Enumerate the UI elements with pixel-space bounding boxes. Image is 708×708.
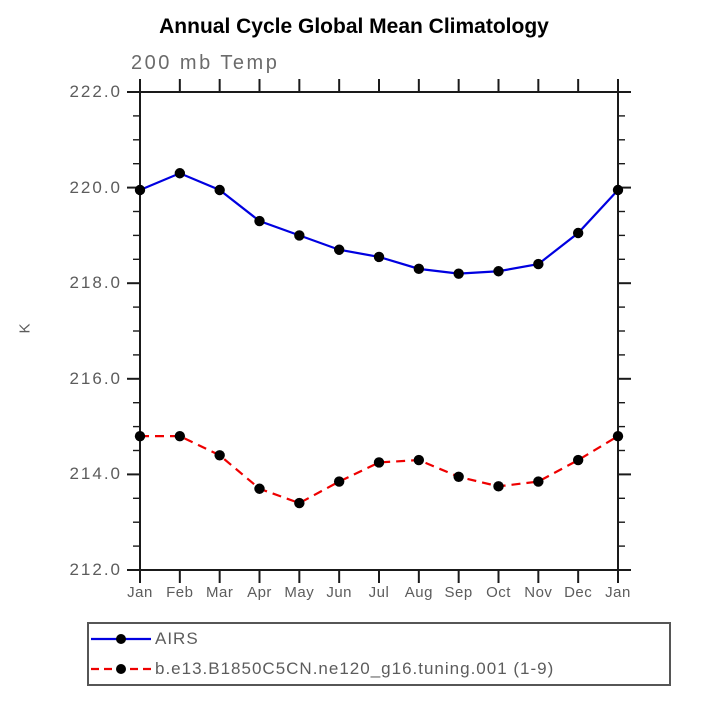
- data-point-airs: [134, 184, 146, 196]
- x-tick-label: Apr: [247, 584, 272, 601]
- y-tick-label: 218.0: [69, 273, 122, 293]
- x-tick-label: May: [284, 584, 315, 601]
- data-point-model: [254, 483, 265, 494]
- data-point-airs: [254, 215, 265, 227]
- y-tick-label: 216.0: [69, 368, 122, 388]
- x-tick-label: Aug: [404, 584, 433, 601]
- data-point-model: [413, 454, 425, 466]
- legend-marker-dot-icon: [116, 634, 126, 645]
- legend-item-model: b.e13.B1850C5CN.ne120_g16.tuning.001 (1-…: [90, 655, 669, 683]
- data-point-model: [174, 430, 186, 442]
- chart-title: Annual Cycle Global Mean Climatology: [159, 15, 549, 38]
- data-point-model: [493, 481, 504, 492]
- data-point-airs: [333, 244, 345, 255]
- y-tick-label: 212.0: [69, 560, 122, 579]
- data-point-model: [453, 471, 464, 482]
- legend-label-airs: AIRS: [155, 629, 199, 649]
- data-point-model: [612, 430, 624, 442]
- data-point-model: [533, 476, 544, 487]
- x-tick-label: Feb: [166, 584, 194, 601]
- legend-marker-dot-icon: [116, 663, 126, 674]
- x-tick-label: Mar: [205, 584, 234, 601]
- y-tick-label: 222.0: [69, 82, 122, 101]
- legend-line-model-icon: [91, 663, 151, 674]
- chart-subtitle: 200 mb Temp: [131, 52, 280, 74]
- data-point-airs: [373, 251, 385, 263]
- x-tick-label: Jul: [368, 584, 390, 601]
- x-tick-label: Oct: [486, 584, 511, 601]
- x-tick-label: Dec: [564, 584, 593, 601]
- x-tick-label: Jun: [326, 584, 352, 601]
- data-point-airs: [413, 263, 425, 275]
- legend-label-model: b.e13.B1850C5CN.ne120_g16.tuning.001 (1-…: [155, 658, 555, 678]
- data-point-airs: [572, 227, 584, 239]
- data-point-airs: [214, 184, 225, 196]
- legend-line-airs-icon: [91, 634, 151, 645]
- data-point-airs: [533, 258, 544, 270]
- x-tick-label: Jan: [127, 584, 153, 601]
- data-point-model: [333, 476, 345, 487]
- data-point-model: [134, 430, 146, 442]
- data-point-airs: [294, 230, 305, 241]
- y-tick-label: 214.0: [69, 464, 122, 484]
- data-point-model: [294, 497, 305, 509]
- data-point-model: [214, 450, 225, 461]
- data-point-airs: [612, 184, 624, 196]
- data-point-airs: [493, 266, 504, 277]
- x-tick-label: Sep: [444, 584, 473, 601]
- data-point-model: [373, 457, 385, 468]
- plot-frame: [139, 91, 619, 571]
- x-tick-label: Jan: [605, 584, 631, 601]
- y-tick-label: 220.0: [69, 177, 122, 197]
- data-point-model: [572, 454, 584, 466]
- data-point-airs: [453, 268, 464, 279]
- x-tick-label: Nov: [524, 584, 553, 601]
- series-line-model: [140, 435, 619, 505]
- data-point-airs: [174, 168, 186, 179]
- legend: AIRS b.e13.B1850C5CN.ne120_g16.tuning.00…: [87, 622, 671, 686]
- legend-item-airs: AIRS: [90, 625, 669, 653]
